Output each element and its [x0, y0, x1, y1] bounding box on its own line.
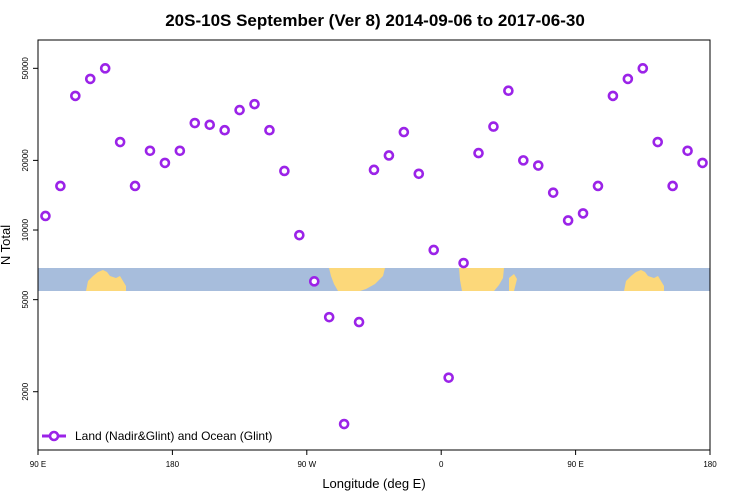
- data-point: [532, 160, 544, 171]
- legend: Land (Nadir&Glint) and Ocean (Glint): [42, 429, 272, 443]
- y-tick-label: 20000: [21, 149, 30, 172]
- data-point: [219, 124, 230, 136]
- data-point: [144, 145, 156, 157]
- data-point: [398, 126, 410, 138]
- data-point: [159, 157, 171, 169]
- data-point: [458, 257, 469, 269]
- land-madagascar: [509, 274, 517, 291]
- data-point: [518, 155, 529, 166]
- x-axis-label: Longitude (deg E): [322, 476, 425, 491]
- data-point: [129, 180, 141, 192]
- data-point: [488, 121, 499, 132]
- data-point: [308, 276, 320, 287]
- data-point: [607, 90, 619, 102]
- data-point: [592, 180, 604, 192]
- land-africa: [459, 268, 504, 291]
- land-masses: [86, 268, 664, 291]
- data-point: [443, 372, 454, 383]
- data-point: [264, 124, 275, 136]
- data-point: [353, 316, 365, 328]
- data-point: [249, 98, 260, 110]
- data-point: [383, 150, 395, 161]
- data-point: [234, 104, 245, 116]
- land-south-america: [329, 268, 385, 291]
- data-point: [279, 165, 290, 177]
- data-point: [99, 63, 111, 74]
- x-tick-label: 180: [166, 460, 180, 469]
- data-point: [562, 215, 574, 226]
- data-point: [204, 119, 216, 131]
- data-point: [323, 311, 335, 323]
- data-point: [114, 136, 126, 148]
- y-tick-label: 2000: [21, 382, 30, 400]
- data-point: [368, 164, 380, 176]
- legend-label: Land (Nadir&Glint) and Ocean (Glint): [75, 429, 272, 443]
- data-point: [294, 229, 305, 241]
- data-point: [577, 208, 589, 219]
- data-point: [622, 73, 634, 85]
- x-tick-label: 180: [703, 460, 717, 469]
- chart-title: 20S-10S September (Ver 8) 2014-09-06 to …: [165, 11, 585, 30]
- land-australia-left: [86, 270, 126, 291]
- data-point: [547, 187, 559, 198]
- y-axis: 2000 5000 10000 20000 50000: [21, 57, 38, 401]
- x-tick-label: 90 E: [567, 460, 583, 469]
- x-tick-label: 90 E: [30, 460, 46, 469]
- data-point: [473, 147, 484, 159]
- data-point: [503, 85, 514, 97]
- y-axis-label: N Total: [0, 225, 13, 265]
- x-axis: 90 E 180 90 W 0 90 E 180: [30, 450, 717, 469]
- data-point: [652, 136, 664, 148]
- data-points: [40, 63, 708, 430]
- data-point: [84, 73, 96, 85]
- data-point: [55, 180, 66, 192]
- data-point: [189, 117, 201, 129]
- y-tick-label: 10000: [21, 218, 30, 241]
- plot-frame: [37, 39, 711, 451]
- data-point: [637, 63, 649, 74]
- data-point: [697, 157, 708, 169]
- data-point: [682, 145, 693, 157]
- map-strip: [38, 268, 710, 291]
- data-point: [174, 145, 186, 157]
- x-tick-label: 90 W: [297, 460, 316, 469]
- x-tick-label: 0: [439, 460, 444, 469]
- y-tick-label: 5000: [21, 290, 30, 308]
- data-point: [413, 168, 425, 180]
- land-australia-right: [624, 270, 664, 291]
- data-point: [667, 180, 678, 192]
- legend-marker-swatch: [48, 430, 60, 442]
- data-point: [70, 90, 81, 102]
- y-tick-label: 50000: [21, 57, 30, 80]
- data-point: [40, 210, 51, 222]
- data-point: [338, 418, 350, 430]
- data-point: [428, 244, 440, 256]
